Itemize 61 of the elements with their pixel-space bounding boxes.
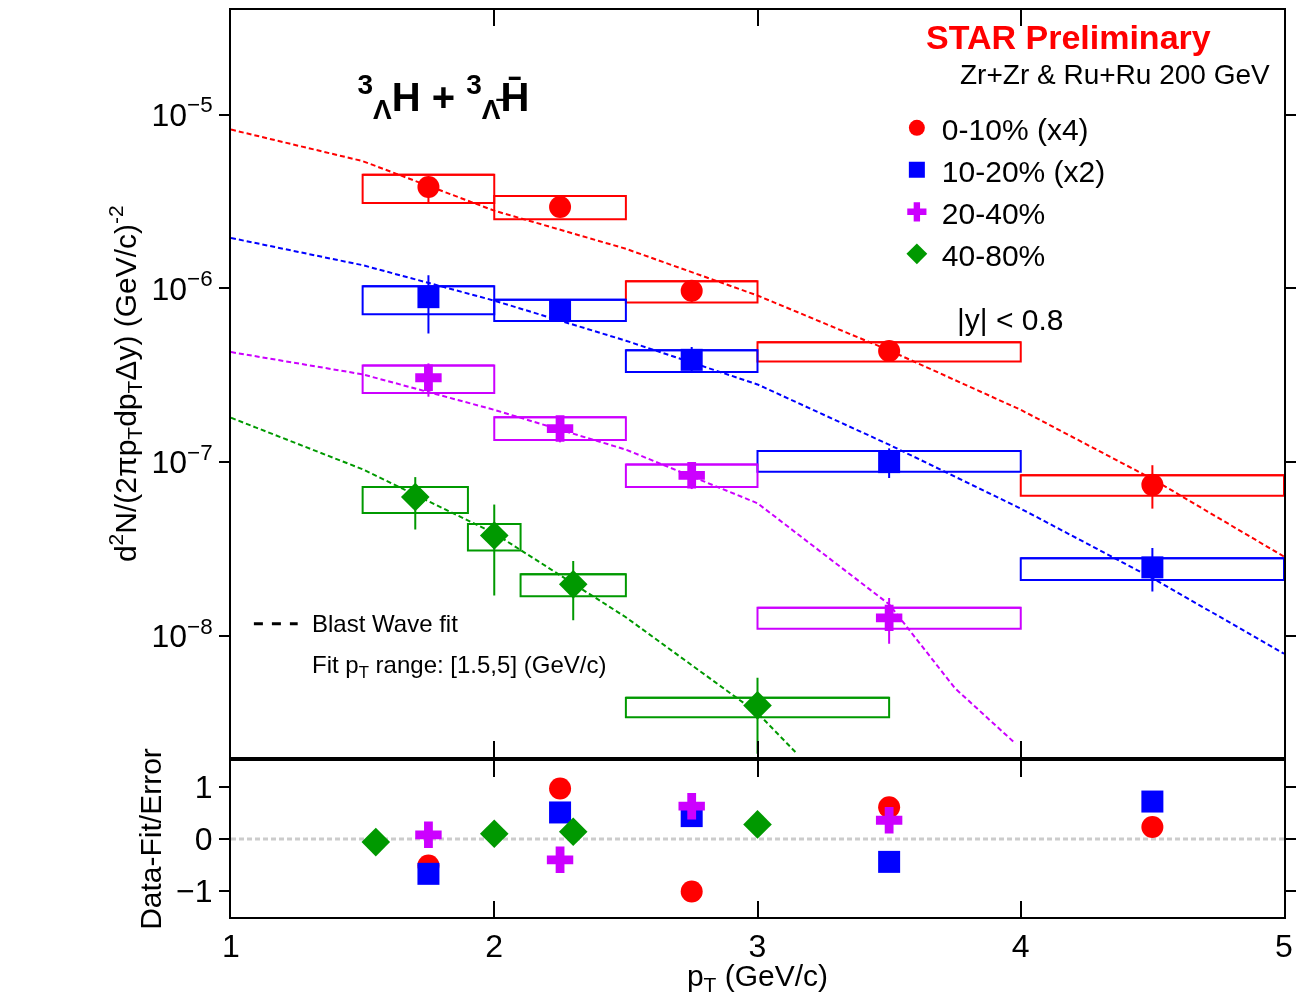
point [549, 195, 572, 218]
point [1141, 473, 1164, 496]
point [417, 176, 440, 199]
point [415, 821, 442, 849]
y-tick-label: 10$^{−6}$ [151, 266, 213, 307]
y-tick-label: 10$^{−7}$ [151, 439, 213, 481]
point [558, 570, 588, 599]
x-tick-label: 1 [222, 928, 240, 965]
point [743, 691, 772, 720]
point [415, 364, 442, 391]
point [878, 451, 901, 474]
point [558, 817, 588, 846]
y-axis-title: Data-Fit/Error [133, 748, 167, 930]
line-series [231, 236, 1284, 655]
point [417, 286, 440, 309]
legend-label: 40-80% [941, 238, 1046, 272]
legend-label: 20-40% [941, 196, 1046, 230]
point [680, 348, 703, 371]
point [1141, 816, 1164, 839]
y-tick-label: −1 [176, 873, 213, 910]
point [479, 819, 509, 849]
point [875, 604, 903, 632]
point [361, 827, 391, 857]
x-tick-label: 4 [1011, 928, 1030, 965]
point [549, 299, 572, 322]
point [479, 521, 509, 550]
point [678, 793, 705, 820]
point [878, 850, 901, 873]
legend-label: 10-20% (x2) [941, 154, 1106, 188]
bar [624, 280, 759, 304]
point [549, 777, 572, 800]
point [680, 279, 703, 302]
y-tick-label: 1 [194, 769, 213, 806]
x-tick-label: 5 [1275, 928, 1293, 965]
point [549, 801, 572, 824]
point [1141, 790, 1164, 813]
point [546, 415, 574, 442]
bar [624, 463, 759, 488]
point [400, 482, 430, 512]
point [1141, 556, 1164, 579]
annotation: Blast Wave fit [312, 610, 459, 637]
point [417, 862, 440, 885]
annotation: STAR Preliminary [926, 18, 1211, 56]
point [875, 807, 903, 834]
y-tick-label: 0 [194, 821, 213, 858]
y-tick-label: 10$^{−5}$ [151, 92, 213, 133]
annotation: |y| < 0.8 [957, 303, 1064, 336]
point [546, 846, 574, 873]
bar [493, 416, 627, 442]
annotation: Fit p$_{T}$ range: [1.5,5] (GeV/c) [312, 651, 607, 683]
bar [519, 573, 627, 598]
point [680, 880, 703, 903]
point [743, 810, 772, 839]
point [678, 462, 705, 489]
annotation: Zr+Zr & Ru+Ru 200 GeV [960, 59, 1271, 90]
legend-label: 0-10% (x4) [941, 112, 1089, 146]
point [878, 340, 901, 363]
x-tick-label: 2 [485, 928, 504, 965]
bar [361, 364, 496, 394]
y-tick-label: 10$^{−8}$ [151, 613, 213, 655]
bar [624, 349, 759, 374]
